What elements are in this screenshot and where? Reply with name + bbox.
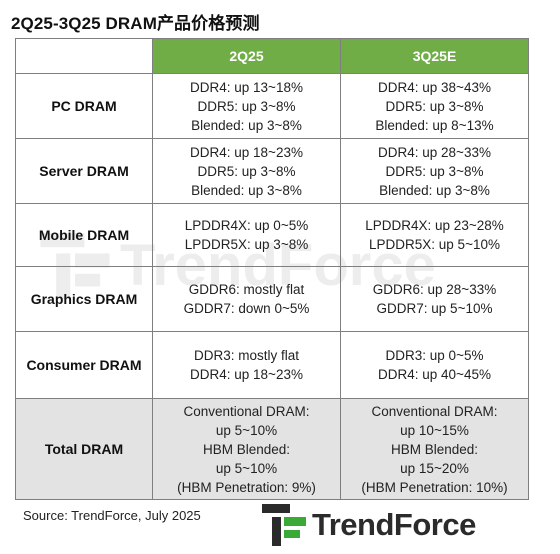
table-row: PC DRAM DDR4: up 13~18% DDR5: up 3~8% Bl… bbox=[15, 73, 529, 139]
row-label-mobile-dram: Mobile DRAM bbox=[15, 203, 153, 267]
source-note: Source: TrendForce, July 2025 bbox=[23, 508, 201, 523]
cell-line: LPDDR4X: up 0~5% bbox=[184, 218, 309, 233]
cell-line: GDDR7: up 5~10% bbox=[376, 301, 493, 316]
cell-line: DDR3: mostly flat bbox=[193, 348, 300, 363]
price-forecast-table: 2Q25 3Q25E PC DRAM DDR4: up 13~18% DDR5:… bbox=[15, 38, 529, 500]
cell-line: up 5~10% bbox=[215, 422, 278, 438]
cell-line: DDR5: up 3~8% bbox=[385, 98, 484, 114]
cell-2q25: DDR3: mostly flat DDR4: up 18~23% bbox=[152, 331, 341, 399]
cell-2q25: Conventional DRAM: up 5~10% HBM Blended:… bbox=[152, 398, 341, 500]
cell-line: Conventional DRAM: bbox=[183, 403, 310, 419]
table-row: Mobile DRAM LPDDR4X: up 0~5% LPDDR5X: up… bbox=[15, 203, 529, 267]
cell-line: GDDR6: up 28~33% bbox=[372, 282, 497, 297]
cell-line: GDDR6: mostly flat bbox=[188, 282, 305, 297]
cell-2q25: GDDR6: mostly flat GDDR7: down 0~5% bbox=[152, 266, 341, 332]
trendforce-logo: TrendForce bbox=[262, 503, 476, 547]
header-3q25e: 3Q25E bbox=[340, 38, 529, 74]
cell-line: DDR4: up 18~23% bbox=[190, 144, 303, 160]
cell-line: LPDDR4X: up 23~28% bbox=[365, 218, 504, 233]
cell-line: up 10~15% bbox=[400, 422, 469, 438]
page-title: 2Q25-3Q25 DRAM产品价格预测 bbox=[11, 14, 260, 33]
row-label-total-dram: Total DRAM bbox=[15, 398, 153, 500]
cell-line: DDR3: up 0~5% bbox=[385, 348, 484, 363]
cell-3q25e: DDR3: up 0~5% DDR4: up 40~45% bbox=[340, 331, 529, 399]
logo-text: TrendForce bbox=[312, 507, 476, 542]
cell-3q25e: LPDDR4X: up 23~28% LPDDR5X: up 5~10% bbox=[340, 203, 529, 267]
table-header-row: 2Q25 3Q25E bbox=[15, 38, 529, 74]
cell-line: (HBM Penetration: 9%) bbox=[177, 479, 316, 495]
row-label-graphics-dram: Graphics DRAM bbox=[15, 266, 153, 332]
cell-line: Blended: up 3~8% bbox=[191, 117, 302, 133]
cell-line: Conventional DRAM: bbox=[371, 403, 498, 419]
table-row: Server DRAM DDR4: up 18~23% DDR5: up 3~8… bbox=[15, 138, 529, 204]
trendforce-logo-icon bbox=[262, 504, 306, 546]
cell-line: Blended: up 8~13% bbox=[375, 117, 494, 133]
cell-3q25e: DDR4: up 28~33% DDR5: up 3~8% Blended: u… bbox=[340, 138, 529, 204]
cell-line: HBM Blended: bbox=[390, 441, 479, 457]
cell-line: DDR4: up 40~45% bbox=[378, 367, 491, 382]
cell-line: DDR4: up 18~23% bbox=[190, 367, 303, 382]
cell-line: DDR5: up 3~8% bbox=[197, 163, 296, 179]
table-row: Graphics DRAM GDDR6: mostly flat GDDR7: … bbox=[15, 266, 529, 332]
cell-3q25e: Conventional DRAM: up 10~15% HBM Blended… bbox=[340, 398, 529, 500]
cell-2q25: DDR4: up 18~23% DDR5: up 3~8% Blended: u… bbox=[152, 138, 341, 204]
row-label-server-dram: Server DRAM bbox=[15, 138, 153, 204]
row-label-pc-dram: PC DRAM bbox=[15, 73, 153, 139]
table-row-total: Total DRAM Conventional DRAM: up 5~10% H… bbox=[15, 398, 529, 500]
cell-line: LPDDR5X: up 3~8% bbox=[184, 237, 309, 252]
cell-line: up 15~20% bbox=[400, 460, 469, 476]
header-corner bbox=[15, 38, 153, 74]
cell-3q25e: GDDR6: up 28~33% GDDR7: up 5~10% bbox=[340, 266, 529, 332]
cell-line: DDR4: up 38~43% bbox=[378, 79, 491, 95]
cell-2q25: LPDDR4X: up 0~5% LPDDR5X: up 3~8% bbox=[152, 203, 341, 267]
cell-line: DDR5: up 3~8% bbox=[385, 163, 484, 179]
cell-line: Blended: up 3~8% bbox=[379, 182, 490, 198]
header-2q25: 2Q25 bbox=[152, 38, 341, 74]
cell-line: Blended: up 3~8% bbox=[191, 182, 302, 198]
cell-line: DDR5: up 3~8% bbox=[197, 98, 296, 114]
cell-line: HBM Blended: bbox=[202, 441, 291, 457]
table-row: Consumer DRAM DDR3: mostly flat DDR4: up… bbox=[15, 331, 529, 399]
cell-line: GDDR7: down 0~5% bbox=[183, 301, 310, 316]
cell-line: LPDDR5X: up 5~10% bbox=[369, 237, 500, 252]
cell-line: up 5~10% bbox=[215, 460, 278, 476]
row-label-consumer-dram: Consumer DRAM bbox=[15, 331, 153, 399]
cell-line: DDR4: up 13~18% bbox=[190, 79, 303, 95]
cell-2q25: DDR4: up 13~18% DDR5: up 3~8% Blended: u… bbox=[152, 73, 341, 139]
cell-line: DDR4: up 28~33% bbox=[378, 144, 491, 160]
cell-line: (HBM Penetration: 10%) bbox=[361, 479, 508, 495]
cell-3q25e: DDR4: up 38~43% DDR5: up 3~8% Blended: u… bbox=[340, 73, 529, 139]
